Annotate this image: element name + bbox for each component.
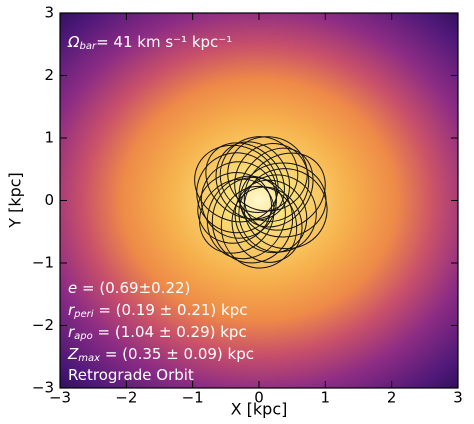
y-tick-label: −2 — [32, 316, 54, 334]
x-tick-label: 3 — [453, 389, 463, 407]
orbit-loop — [205, 142, 285, 220]
orbit-loop — [215, 141, 291, 221]
y-tick-label: 0 — [44, 191, 54, 209]
annotation-text: = (0.19 ± 0.21) kpc — [94, 301, 248, 319]
annotation: e = (0.69±0.22) — [68, 279, 190, 297]
orbit-loop — [220, 185, 298, 269]
orbit — [194, 136, 328, 269]
annotation: rapo = (1.04 ± 0.29) kpc — [68, 323, 247, 343]
y-tick-label: −3 — [32, 379, 54, 397]
annotation-subscript: bar — [79, 41, 96, 52]
orbit-loop — [234, 143, 310, 222]
orbit-loop — [197, 172, 272, 244]
annotation: Retrograde Orbit — [68, 366, 194, 384]
y-tick-label: 3 — [44, 4, 54, 22]
annotation-symbol: Ω — [67, 33, 80, 51]
annotation-subscript: peri — [73, 309, 94, 320]
x-tick-label: 1 — [321, 389, 331, 407]
orbit-loop — [206, 175, 286, 260]
annotation-text: = (0.35 ± 0.09) kpc — [100, 345, 254, 363]
orbit-loop — [199, 178, 275, 254]
annotation-symbol: r — [68, 323, 75, 341]
y-tick-label: 2 — [44, 66, 54, 84]
annotation: rperi = (0.19 ± 0.21) kpc — [68, 301, 248, 321]
annotation: Zmax = (0.35 ± 0.09) kpc — [67, 345, 254, 365]
annotation-text: = 41 km s⁻¹ kpc⁻¹ — [96, 33, 232, 51]
x-tick-label: 0 — [254, 389, 264, 407]
annotation-text: Retrograde Orbit — [68, 366, 194, 384]
x-tick-label: −2 — [115, 389, 137, 407]
orbit-loop — [194, 144, 279, 223]
y-axis-label: Y [kpc] — [6, 172, 25, 229]
annotation: Ωbar= 41 km s⁻¹ kpc⁻¹ — [67, 33, 232, 53]
annotation-symbol: e — [68, 279, 77, 297]
annotation-subscript: apo — [74, 331, 93, 342]
annotation-symbol: Z — [67, 345, 79, 363]
x-tick-label: −1 — [182, 389, 204, 407]
annotation-symbol: r — [68, 301, 75, 319]
x-tick-label: −3 — [49, 389, 71, 407]
x-axis-label: X [kpc] — [231, 400, 288, 419]
annotation-text: = (1.04 ± 0.29) kpc — [93, 323, 247, 341]
annotation-subscript: max — [78, 353, 100, 364]
annotations: Ωbar= 41 km s⁻¹ kpc⁻¹e = (0.69±0.22)rper… — [67, 33, 254, 384]
density-map — [60, 13, 458, 388]
orbit-loop — [200, 161, 277, 239]
orbit-loop — [243, 152, 326, 231]
y-tick-label: 1 — [44, 129, 54, 147]
y-tick-label: −1 — [32, 254, 54, 272]
x-tick-label: 2 — [387, 389, 397, 407]
annotation-text: = (0.69±0.22) — [77, 279, 190, 297]
orbit-loop — [227, 136, 308, 212]
